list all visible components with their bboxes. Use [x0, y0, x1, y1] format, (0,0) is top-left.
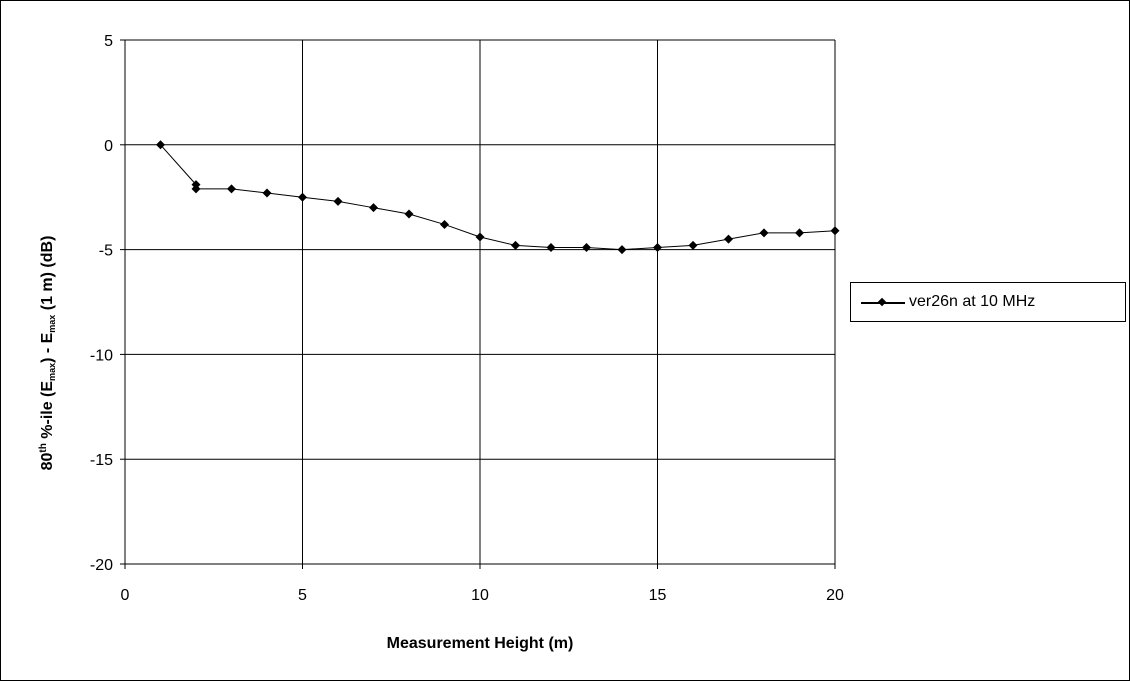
data-point-marker	[653, 243, 662, 253]
data-point-marker	[191, 184, 201, 194]
x-axis-title: Measurement Height (m)	[387, 635, 574, 652]
data-point-marker	[333, 196, 343, 206]
series-layer	[156, 140, 840, 255]
y-tick-label: -20	[90, 557, 113, 574]
series-line	[160, 144, 836, 251]
legend: ver26n at 10 MHz	[850, 282, 1126, 322]
data-point-marker	[440, 219, 449, 229]
data-point-marker	[298, 192, 307, 202]
data-point-marker	[830, 226, 840, 236]
data-point-marker	[475, 232, 485, 242]
y-tick-label: 5	[104, 33, 113, 50]
axes	[120, 39, 836, 569]
y-tick-label: -5	[99, 243, 113, 260]
x-tick-label: 15	[649, 587, 667, 604]
y-axis-title: 80th %-ile (Emax) - Emax (1 m) (dB)	[38, 236, 57, 471]
data-point-marker	[724, 234, 733, 244]
x-tick-label: 0	[121, 587, 130, 604]
data-point-marker	[688, 240, 698, 250]
legend-diamond-marker	[877, 297, 887, 307]
data-point-marker	[795, 228, 804, 238]
data-point-marker	[546, 243, 556, 253]
data-point-marker	[582, 243, 591, 253]
data-point-marker	[404, 209, 414, 219]
data-point-marker	[156, 140, 165, 150]
gridlines	[125, 39, 836, 564]
y-tick-label: -15	[90, 452, 113, 469]
data-point-marker	[262, 188, 272, 198]
tick-labels: 5 0 -5 -10 -15 -20 0 5 10 15 20	[90, 33, 844, 604]
y-tick-label: 0	[104, 138, 113, 155]
data-point-marker	[369, 203, 378, 213]
data-point-marker	[511, 240, 520, 250]
data-point-marker	[227, 184, 236, 194]
x-tick-label: 10	[471, 587, 489, 604]
legend-label: ver26n at 10 MHz	[909, 293, 1036, 310]
data-point-marker	[617, 245, 627, 255]
data-point-marker	[759, 228, 769, 238]
x-tick-label: 5	[298, 587, 307, 604]
x-tick-label: 20	[826, 587, 844, 604]
y-tick-label: -10	[90, 347, 113, 364]
